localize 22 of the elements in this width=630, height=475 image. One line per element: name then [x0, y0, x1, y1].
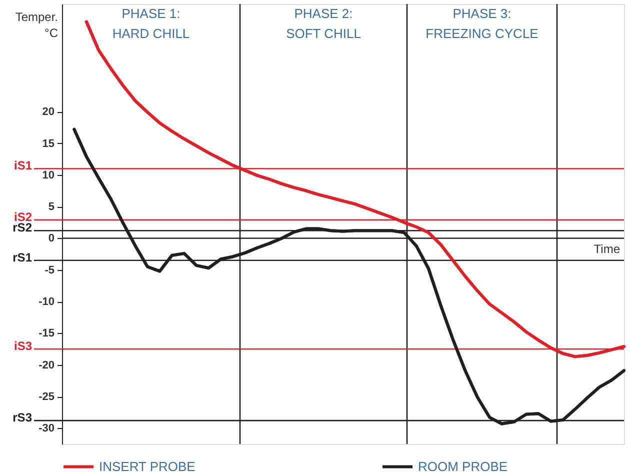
legend-label: ROOM PROBE — [418, 458, 508, 474]
y-tick-label: 15 — [42, 138, 54, 150]
ref-line-label: iS3 — [14, 339, 32, 354]
y-tick-label: -20 — [38, 359, 54, 372]
y-tick-label: 10 — [42, 169, 54, 182]
ref-line-label: rS3 — [12, 410, 32, 425]
y-tick-label: 5 — [48, 201, 54, 214]
y-tick-label: -5 — [44, 264, 54, 276]
legend-label: INSERT PROBE — [99, 458, 196, 474]
y-tick-label: -10 — [38, 296, 54, 308]
y-axis-title: Temper. °C — [15, 10, 58, 40]
y-tick-label: -25 — [38, 391, 54, 404]
y-tick-label: 0 — [48, 232, 54, 245]
annotation: PHASE 2: SOFT CHILL — [286, 6, 361, 41]
ref-line-label: iS1 — [14, 158, 32, 173]
ref-line-label: rS1 — [12, 250, 32, 264]
y-tick-label: -30 — [38, 422, 54, 435]
y-tick-label: 20 — [42, 106, 54, 118]
annotation: PHASE 1: HARD CHILL — [112, 6, 190, 41]
x-axis-title: Time — [594, 242, 620, 256]
annotation: PHASE 3: FREEZING CYCLE — [426, 6, 539, 41]
y-tick-label: -15 — [38, 328, 54, 340]
